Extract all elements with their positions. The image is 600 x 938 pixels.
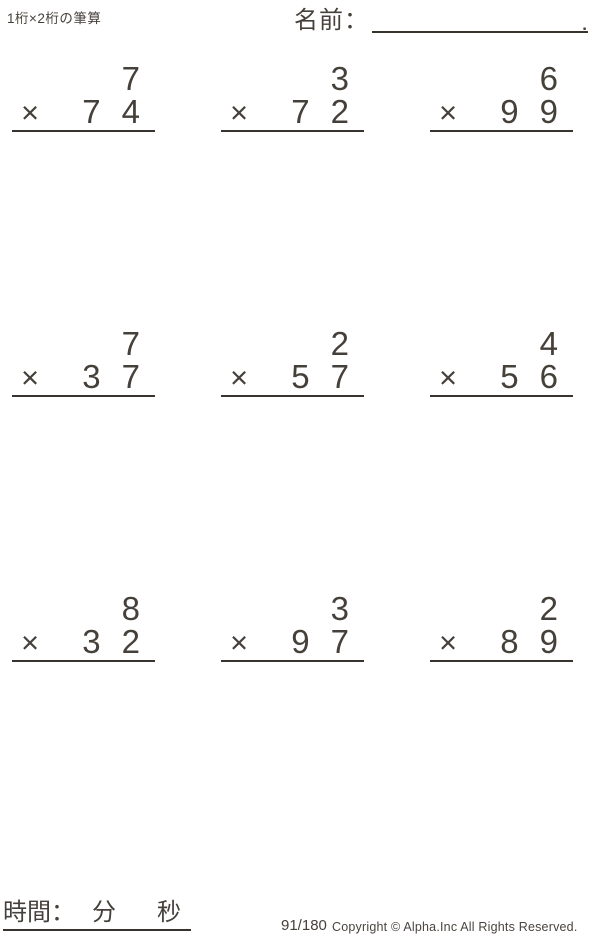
multiplier-ones: 7 (330, 358, 349, 395)
problem-second-row: × 5 7 (221, 360, 364, 395)
problem-block-8: 3 × 9 7 (221, 592, 364, 662)
name-label: 名前： (294, 7, 369, 34)
multiplicand: 6 (539, 60, 558, 97)
problem-second-row: × 3 7 (12, 360, 155, 395)
problem-block-1: 7 × 7 4 (12, 62, 155, 132)
multiplier-ones: 7 (121, 358, 140, 395)
multiplication-sign: × (230, 360, 249, 395)
problem-block-3: 6 × 9 9 (430, 62, 573, 132)
multiplicand: 2 (539, 590, 558, 627)
multiplicand: 2 (330, 325, 349, 362)
problem-second-row: × 8 9 (430, 625, 573, 660)
answer-line (430, 395, 573, 397)
problem-second-row: × 9 9 (430, 95, 573, 130)
multiplicand: 7 (121, 325, 140, 362)
problem-block-5: 2 × 5 7 (221, 327, 364, 397)
problem-block-7: 8 × 3 2 (12, 592, 155, 662)
copyright-text: Copyright © Alpha.Inc All Rights Reserve… (332, 920, 578, 934)
problem-block-2: 3 × 7 2 (221, 62, 364, 132)
answer-line (430, 660, 573, 662)
multiplier: 9 9 (500, 95, 558, 128)
answer-line (221, 130, 364, 132)
multiplier: 5 6 (500, 360, 558, 393)
multiplier-tens: 7 (82, 93, 101, 130)
multiplier-tens: 3 (82, 623, 101, 660)
page-number: 91/180 (281, 917, 327, 934)
multiplication-sign: × (439, 360, 458, 395)
problem-block-4: 7 × 3 7 (12, 327, 155, 397)
multiplier-ones: 9 (539, 93, 558, 130)
multiplier-tens: 5 (291, 358, 310, 395)
multiplier: 5 7 (291, 360, 349, 393)
answer-line (221, 395, 364, 397)
problem-block-9: 2 × 8 9 (430, 592, 573, 662)
multiplier: 8 9 (500, 625, 558, 658)
problem-second-row: × 7 4 (12, 95, 155, 130)
multiplication-sign: × (230, 95, 249, 130)
seconds-label: 秒 (157, 899, 181, 926)
multiplier: 7 4 (82, 95, 140, 128)
time-field: 時間： 分 秒 (3, 899, 191, 931)
multiplier-tens: 3 (82, 358, 101, 395)
multiplication-sign: × (21, 360, 40, 395)
multiplier-ones: 6 (539, 358, 558, 395)
multiplicand: 8 (121, 590, 140, 627)
worksheet-title: 1桁×2桁の筆算 (7, 11, 102, 26)
multiplier-tens: 9 (291, 623, 310, 660)
multiplier-tens: 7 (291, 93, 310, 130)
multiplier-tens: 5 (500, 358, 519, 395)
multiplicand: 3 (330, 590, 349, 627)
multiplication-sign: × (21, 95, 40, 130)
problem-second-row: × 7 2 (221, 95, 364, 130)
problem-second-row: × 9 7 (221, 625, 364, 660)
multiplier-ones: 2 (121, 623, 140, 660)
problem-second-row: × 5 6 (430, 360, 573, 395)
time-label: 時間： (3, 899, 75, 926)
multiplier-tens: 8 (500, 623, 519, 660)
multiplicand: 3 (330, 60, 349, 97)
multiplication-sign: × (439, 625, 458, 660)
problem-second-row: × 3 2 (12, 625, 155, 660)
multiplication-sign: × (230, 625, 249, 660)
answer-line (12, 130, 155, 132)
answer-line (12, 660, 155, 662)
multiplier: 9 7 (291, 625, 349, 658)
multiplier-ones: 4 (121, 93, 140, 130)
answer-line (221, 660, 364, 662)
answer-line (430, 130, 573, 132)
name-field: 名前： . (294, 9, 588, 33)
multiplication-sign: × (439, 95, 458, 130)
multiplicand: 4 (539, 325, 558, 362)
multiplier-ones: 9 (539, 623, 558, 660)
multiplicand: 7 (121, 60, 140, 97)
multiplier: 3 2 (82, 625, 140, 658)
name-line-period: . (582, 15, 587, 34)
multiplier-tens: 9 (500, 93, 519, 130)
minutes-label: 分 (92, 899, 116, 926)
multiplier-ones: 2 (330, 93, 349, 130)
name-input-line: . (372, 9, 588, 33)
multiplier-ones: 7 (330, 623, 349, 660)
multiplier: 7 2 (291, 95, 349, 128)
problem-block-6: 4 × 5 6 (430, 327, 573, 397)
multiplication-sign: × (21, 625, 40, 660)
answer-line (12, 395, 155, 397)
multiplier: 3 7 (82, 360, 140, 393)
